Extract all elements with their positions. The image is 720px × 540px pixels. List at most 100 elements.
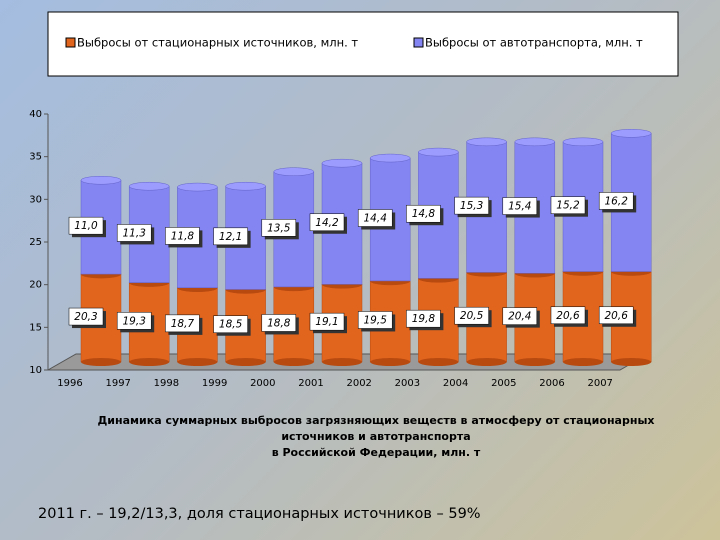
label-box (550, 196, 586, 214)
value-label: 18,7 (171, 318, 195, 330)
label-box (116, 224, 152, 242)
cylinder-bottom (273, 358, 314, 366)
x-tick-label: 2007 (587, 378, 612, 389)
value-label: 11,0 (74, 220, 98, 232)
label-box (213, 227, 248, 246)
label-box (68, 307, 104, 326)
note: 2011 г. – 19,2/13,3, доля стационарных и… (38, 506, 481, 522)
cylinder-top (321, 158, 363, 168)
y-tick-label: 30 (29, 194, 42, 205)
x-tick-label: 2006 (539, 378, 564, 389)
value-label: 16,2 (605, 195, 629, 207)
caption: в Российской Федерации, млн. т (272, 446, 481, 459)
cylinder-bottom (514, 358, 555, 366)
cylinder-bottom (129, 358, 170, 366)
cylinder-top (177, 182, 218, 192)
cylinder-bottom (322, 358, 362, 366)
cylinder-bottom (225, 358, 266, 366)
value-label: 20,6 (556, 310, 580, 322)
value-label: 15,4 (508, 201, 531, 213)
cylinder-bottom (81, 358, 121, 366)
x-tick-label: 2001 (298, 378, 323, 389)
x-tick-label: 2003 (395, 378, 420, 389)
value-label: 14,4 (364, 212, 387, 224)
y-tick-label: 20 (29, 280, 42, 291)
x-tick-label: 1999 (202, 378, 227, 389)
y-tick-label: 15 (29, 322, 42, 333)
label-box (454, 306, 489, 325)
x-tick-label: 1996 (57, 378, 82, 389)
y-tick-label: 35 (29, 152, 42, 163)
value-label: 20,5 (460, 310, 484, 322)
cylinder-top (610, 129, 652, 138)
cylinder-bottom (466, 358, 507, 366)
caption: Динамика суммарных выбросов загрязняющих… (98, 414, 655, 427)
label-box (357, 311, 393, 329)
value-label: 20,6 (605, 310, 629, 322)
cylinder-bottom (611, 358, 652, 366)
value-label: 14,2 (315, 217, 339, 229)
cylinder-bottom (370, 358, 411, 366)
label-box (213, 315, 248, 333)
legend-swatch (413, 37, 424, 48)
legend-box (47, 11, 679, 77)
x-tick-label: 2002 (346, 378, 371, 389)
x-tick-label: 2004 (443, 378, 468, 389)
y-tick-label: 25 (29, 237, 42, 248)
label-box (406, 204, 441, 223)
legend-label: Выбросы от автотранспорта, млн. т (425, 36, 643, 50)
value-label: 13,5 (267, 222, 291, 234)
value-label: 19,8 (412, 313, 436, 325)
value-label: 18,8 (267, 317, 291, 329)
value-label: 20,4 (508, 311, 531, 323)
caption: источников и автотранспорта (281, 430, 470, 443)
value-label: 19,1 (315, 316, 338, 328)
x-tick-label: 1998 (154, 378, 179, 389)
cylinder-bottom (563, 358, 603, 366)
label-box (550, 306, 586, 325)
cylinder-top (514, 137, 556, 147)
x-tick-label: 1997 (105, 378, 130, 389)
cylinder-top (128, 181, 170, 191)
value-label: 18,5 (219, 319, 243, 331)
cylinder-bottom (418, 358, 459, 366)
label-box (165, 227, 200, 245)
label-box (454, 196, 489, 215)
cylinder-top (562, 137, 604, 147)
label-box (502, 307, 538, 325)
cylinder-top (369, 153, 411, 163)
value-label: 15,2 (556, 200, 580, 212)
value-label: 14,8 (412, 208, 436, 220)
value-label: 19,3 (123, 315, 146, 327)
y-tick-label: 10 (29, 365, 42, 376)
label-box (309, 312, 345, 331)
value-label: 11,8 (171, 230, 195, 242)
cylinder-top (273, 167, 315, 176)
legend-label: Выбросы от стационарных источников, млн.… (77, 36, 358, 50)
value-label: 19,5 (364, 314, 388, 326)
label-box (502, 197, 538, 215)
label-box (357, 209, 393, 227)
label-box (261, 219, 297, 237)
label-box (165, 314, 200, 333)
cylinder-top (418, 147, 459, 157)
cylinder-top (466, 137, 507, 147)
label-box (68, 216, 104, 235)
value-label: 15,3 (460, 200, 483, 212)
label-box (598, 192, 634, 210)
label-box (261, 314, 297, 332)
legend-swatch (65, 37, 76, 48)
value-label: 12,1 (219, 231, 242, 243)
label-box (598, 306, 634, 325)
x-tick-label: 2005 (491, 378, 516, 389)
y-tick-label: 40 (29, 109, 42, 120)
label-box (309, 213, 345, 232)
value-label: 20,3 (74, 311, 97, 323)
cylinder-bottom (177, 358, 218, 366)
cylinder-top (225, 181, 266, 191)
value-label: 11,3 (123, 227, 146, 239)
label-box (406, 309, 441, 328)
cylinder-top (80, 175, 122, 185)
x-tick-label: 2000 (250, 378, 275, 389)
